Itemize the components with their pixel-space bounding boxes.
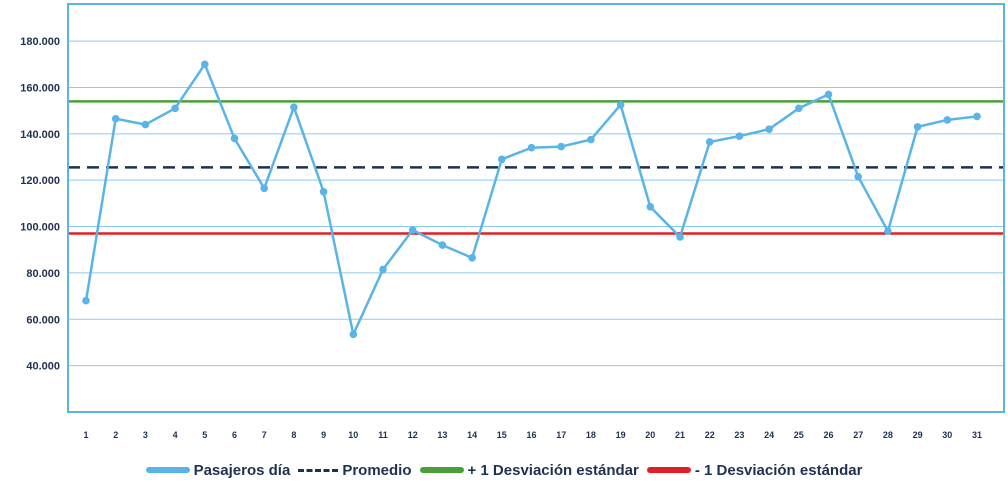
data-point — [646, 203, 655, 211]
legend-label-plus-sd: + 1 Desviación estándar — [467, 461, 639, 479]
data-point — [557, 142, 565, 151]
y-tick-label: 80.000 — [26, 268, 60, 280]
data-point — [884, 227, 892, 235]
y-tick-label: 60.000 — [26, 314, 60, 326]
data-point — [795, 104, 803, 113]
legend-swatch-minus-sd — [646, 467, 691, 473]
data-point — [676, 233, 684, 241]
control-chart: 40.000 60.000 80.000 100.000 120.000 140.000 1… — [20, 3, 1005, 440]
x-tick-label: 15 — [497, 430, 507, 440]
series-line — [84, 63, 978, 336]
x-tick-label: 13 — [437, 430, 447, 440]
x-tick-label: 6 — [232, 430, 237, 440]
data-point — [260, 184, 269, 193]
x-tick-label: 29 — [913, 430, 923, 440]
y-tick-label: 160.000 — [20, 82, 60, 94]
reference-lines — [68, 100, 1004, 235]
y-tick-label: 100.000 — [20, 222, 60, 234]
x-tick-label: 31 — [972, 430, 982, 440]
data-point — [973, 112, 981, 121]
data-point — [438, 241, 447, 249]
x-tick-label: 19 — [616, 430, 626, 440]
x-tick-label: 20 — [645, 430, 655, 440]
x-tick-label: 12 — [408, 430, 418, 440]
x-tick-label: 16 — [526, 430, 536, 440]
legend-swatch-series — [145, 467, 190, 473]
x-tick-label: 7 — [262, 430, 267, 440]
x-tick-label: 1 — [83, 430, 88, 440]
y-tick-label: 40.000 — [26, 361, 60, 373]
grid-lines — [68, 40, 1004, 367]
legend-item-minus-sd: - 1 Desviación estándar — [646, 461, 863, 479]
data-point — [854, 172, 862, 181]
data-point — [230, 134, 239, 143]
data-point — [468, 254, 476, 262]
data-point — [141, 120, 150, 129]
x-tick-label: 11 — [378, 430, 388, 440]
data-point — [290, 103, 298, 111]
legend-item-series: Pasajeros día — [145, 461, 291, 479]
x-tick-label: 24 — [764, 430, 774, 440]
y-tick-label: 140.000 — [20, 129, 60, 141]
x-tick-label: 5 — [202, 430, 207, 440]
x-tick-label: 22 — [705, 430, 715, 440]
x-tick-label: 25 — [794, 430, 804, 440]
legend-item-plus-sd: + 1 Desviación estándar — [419, 461, 639, 479]
y-tick-label: 120.000 — [20, 175, 60, 187]
legend-swatch-mean — [298, 468, 339, 472]
x-tick-label: 17 — [556, 430, 566, 440]
legend-item-mean: Promedio — [298, 461, 412, 479]
data-point — [171, 104, 179, 113]
data-point — [735, 132, 744, 140]
x-tick-label: 14 — [467, 430, 477, 440]
data-point — [379, 265, 387, 274]
plot-frame — [67, 3, 1005, 413]
x-tick-label: 23 — [734, 430, 744, 440]
legend-label-mean: Promedio — [342, 461, 412, 479]
x-tick-label: 8 — [291, 430, 296, 440]
data-point — [587, 135, 595, 144]
data-point — [349, 330, 358, 339]
data-point — [111, 114, 120, 123]
data-point — [824, 90, 833, 99]
x-tick-label: 9 — [321, 430, 326, 440]
legend-swatch-plus-sd — [419, 467, 464, 473]
x-tick-label: 26 — [823, 430, 833, 440]
data-point — [527, 143, 536, 152]
x-axis-ticks: 1 2 3 4 5 6 7 8 9 10 11 12 13 14 15 16 17 18 19 20 21 22 23 24 2… — [83, 430, 982, 440]
x-tick-label: 10 — [348, 430, 358, 440]
x-tick-label: 3 — [143, 430, 148, 440]
x-tick-label: 4 — [173, 430, 178, 440]
data-point — [616, 101, 625, 109]
data-point — [498, 155, 506, 164]
data-point — [201, 60, 209, 69]
x-tick-label: 27 — [853, 430, 863, 440]
legend: Pasajeros día Promedio + 1 Desviación es… — [0, 458, 1008, 482]
data-point — [765, 125, 773, 133]
x-tick-label: 2 — [113, 430, 118, 440]
series-pasajeros — [82, 60, 981, 339]
data-point — [408, 226, 417, 234]
legend-label-minus-sd: - 1 Desviación estándar — [694, 461, 863, 479]
x-tick-label: 30 — [942, 430, 952, 440]
data-point — [319, 187, 328, 196]
y-axis-ticks: 40.000 60.000 80.000 100.000 120.000 140.000 1… — [20, 36, 60, 373]
x-tick-label: 18 — [586, 430, 596, 440]
data-point — [705, 138, 714, 146]
data-point — [82, 296, 90, 305]
data-point — [913, 123, 922, 131]
x-tick-label: 21 — [675, 430, 685, 440]
data-point — [943, 116, 952, 124]
legend-label-series: Pasajeros día — [193, 461, 291, 479]
y-tick-label: 180.000 — [20, 36, 60, 48]
x-tick-label: 28 — [883, 430, 893, 440]
